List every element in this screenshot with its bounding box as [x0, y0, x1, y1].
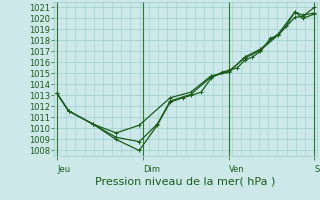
X-axis label: Pression niveau de la mer( hPa ): Pression niveau de la mer( hPa ): [95, 177, 276, 187]
